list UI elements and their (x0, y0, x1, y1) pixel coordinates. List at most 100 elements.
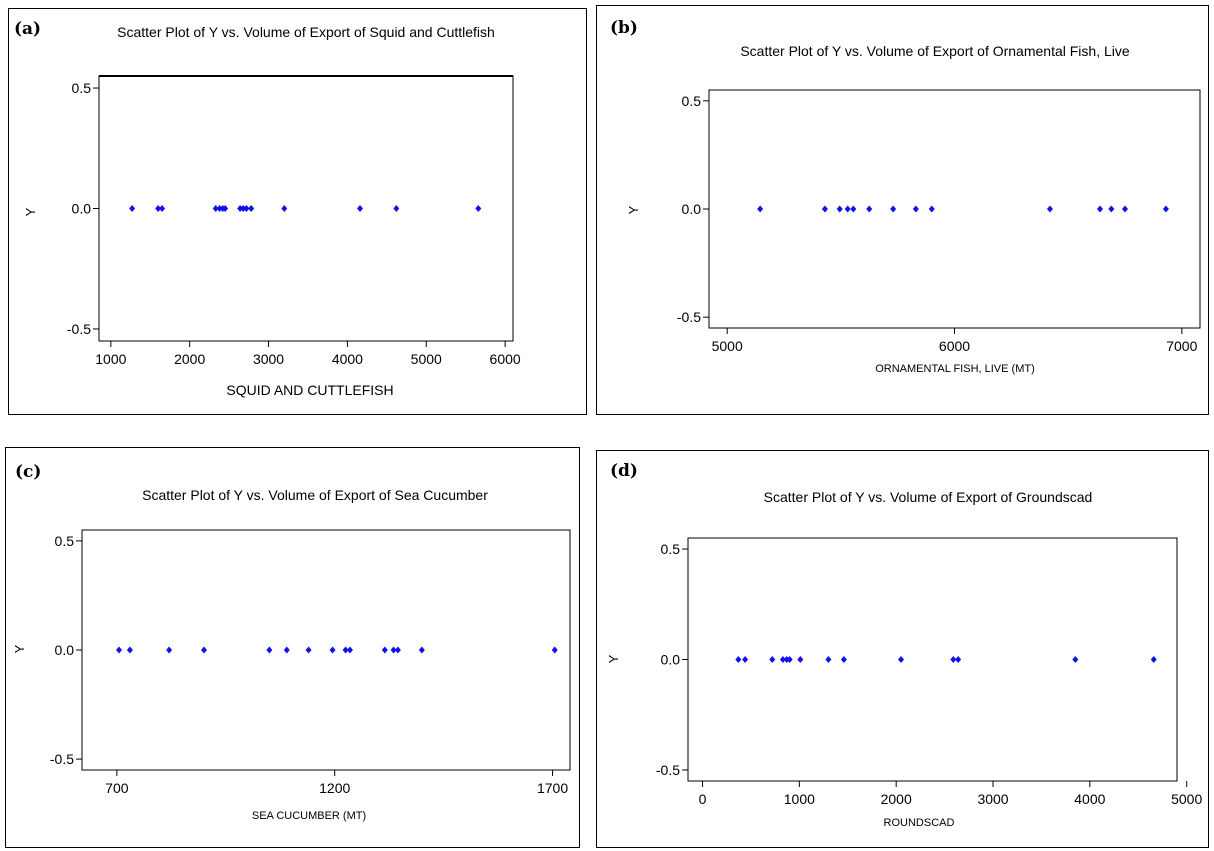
data-point (283, 646, 290, 654)
data-point (116, 646, 123, 654)
y-tick-label: 0.0 (55, 642, 75, 658)
y-tick-label: 0.0 (682, 201, 702, 217)
data-point (950, 656, 957, 663)
data-point (266, 646, 273, 654)
data-point (844, 205, 851, 213)
x-tick-label: 0 (699, 791, 707, 807)
x-tick-label: 5000 (712, 338, 743, 354)
panel-d: (d) Scatter Plot of Y vs. Volume of Expo… (596, 450, 1209, 848)
data-point (928, 205, 935, 213)
panel-c: (c) Scatter Plot of Y vs. Volume of Expo… (5, 447, 580, 848)
data-point (1046, 205, 1053, 213)
data-point (551, 646, 558, 654)
data-point (129, 205, 136, 212)
data-point (797, 656, 804, 663)
data-point (243, 205, 250, 212)
panel-letter: (d) (610, 461, 638, 481)
panel-letter: (a) (14, 19, 41, 39)
y-tick-label: 0.5 (682, 93, 702, 109)
data-point (329, 646, 336, 654)
data-point (418, 646, 425, 654)
data-point (212, 205, 219, 212)
y-tick-label: 0.5 (55, 533, 75, 549)
y-tick-label: -0.5 (656, 762, 680, 778)
data-point (1108, 205, 1115, 213)
data-point (166, 646, 173, 654)
data-point (898, 656, 905, 663)
plot-area: 0.5 0.0 -0.5 700 1200 1700 (50, 529, 571, 796)
data-point (912, 205, 919, 213)
data-point (850, 205, 857, 213)
scatter-plot-b: (b) Scatter Plot of Y vs. Volume of Expo… (596, 5, 1209, 415)
panel-letter: (b) (610, 18, 638, 38)
y-axis-label: Y (12, 644, 27, 653)
data-point (381, 646, 388, 654)
data-point (222, 205, 229, 212)
data-point (475, 205, 482, 212)
data-point (955, 656, 962, 663)
x-tick-label: 5000 (411, 351, 442, 367)
y-axis-label: Y (626, 205, 641, 214)
plot-area: 0.5 0.0 -0.5 5000 6000 7000 (677, 89, 1201, 354)
data-point (240, 205, 247, 212)
data-point (1121, 205, 1128, 213)
data-point (840, 656, 847, 663)
data-point (742, 656, 749, 663)
panel-a: (a) Scatter Plot of Y vs. Volume of Expo… (8, 8, 587, 415)
x-tick-label: 3000 (253, 351, 284, 367)
data-point (779, 656, 786, 663)
x-tick-label: 4000 (332, 351, 363, 367)
y-tick-label: 0.5 (72, 80, 92, 96)
data-point (346, 646, 353, 654)
x-axis-label: SEA CUCUMBER (MT) (252, 810, 366, 822)
data-point (757, 205, 764, 213)
data-point (126, 646, 133, 654)
data-point (890, 205, 897, 213)
x-tick-label: 7000 (1166, 338, 1197, 354)
data-point (305, 646, 312, 654)
panel-frame (596, 5, 1209, 415)
x-tick-label: 4000 (1074, 791, 1105, 807)
data-point (1072, 656, 1079, 663)
plot-box (687, 537, 1178, 782)
data-point (281, 205, 288, 212)
y-tick-label: 0.0 (72, 201, 92, 217)
data-point (357, 205, 364, 212)
data-point (1162, 205, 1169, 213)
scatter-plot-a: (a) Scatter Plot of Y vs. Volume of Expo… (8, 8, 587, 415)
y-tick-label: -0.5 (67, 321, 91, 337)
data-point (216, 205, 223, 212)
chart-title: Scatter Plot of Y vs. Volume of Export o… (740, 43, 1130, 59)
panel-frame (5, 447, 580, 848)
data-point (155, 205, 162, 212)
plot-area: 0.5 0.0 -0.5 0 1000 2000 3000 4000 5000 (656, 537, 1202, 807)
y-axis-label: Y (606, 654, 621, 663)
data-point (836, 205, 843, 213)
y-axis-label: Y (23, 207, 38, 216)
y-tick-label: -0.5 (677, 309, 701, 325)
data-point (1096, 205, 1103, 213)
x-axis-label: ORNAMENTAL FISH, LIVE (MT) (875, 363, 1035, 375)
scatter-plot-c: (c) Scatter Plot of Y vs. Volume of Expo… (5, 447, 580, 848)
y-tick-label: -0.5 (50, 751, 74, 767)
data-point (237, 205, 244, 212)
data-point (825, 656, 832, 663)
data-point (786, 656, 793, 663)
data-point (390, 646, 397, 654)
data-point (1150, 656, 1157, 663)
y-tick-label: 0.0 (661, 652, 681, 668)
x-tick-label: 2000 (174, 351, 205, 367)
plot-box (81, 529, 571, 771)
panel-b: (b) Scatter Plot of Y vs. Volume of Expo… (596, 5, 1209, 415)
data-point (735, 656, 742, 663)
x-axis-label: SQUID AND CUTTLEFISH (226, 382, 393, 398)
x-tick-label: 3000 (977, 791, 1008, 807)
y-tick-label: 0.5 (661, 541, 681, 557)
data-point (866, 205, 873, 213)
x-tick-label: 1200 (319, 780, 350, 796)
data-point (342, 646, 349, 654)
panel-frame (596, 450, 1209, 848)
data-point (394, 646, 401, 654)
data-point (248, 205, 255, 212)
